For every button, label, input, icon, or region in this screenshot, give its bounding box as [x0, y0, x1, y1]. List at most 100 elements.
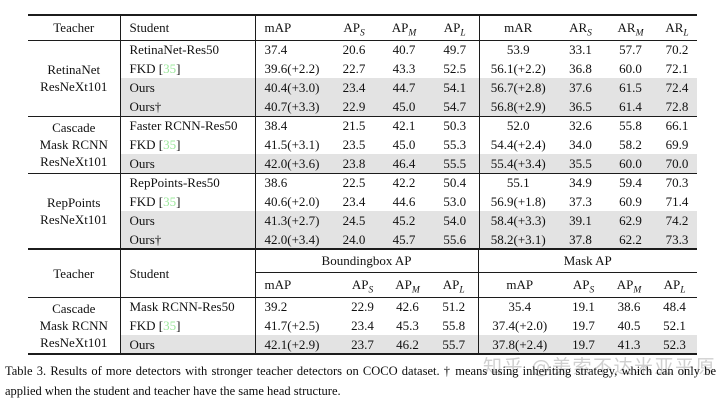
table-row: Ours 40.4(+3.0) 23.4 44.7 54.1 56.7(+2.8) 37.6… [28, 78, 697, 97]
teacher-cell: Cascade Mask RCNN ResNeXt101 [28, 116, 121, 174]
student-cell: Ours† [120, 97, 256, 117]
value-cell: 57.7 [619, 42, 642, 58]
value-cell: 19.7 [561, 335, 606, 355]
value-cell: 55.1 [506, 175, 530, 191]
value-cell: 50.3 [431, 116, 480, 135]
value-cell: 52.1 [663, 318, 686, 333]
value-cell: 23.4 [342, 194, 366, 209]
col-header-teacher: Teacher [28, 250, 121, 298]
col-header-ap-s: APS [331, 15, 377, 41]
value-cell: 32.6 [569, 118, 592, 134]
value-cell: 61.5 [604, 78, 657, 97]
value-cell: 40.5 [617, 318, 641, 333]
col-header-mask-map: mAP [478, 272, 561, 298]
table2-subheader-row: mAP APS APM APL mAP APS APM APL [28, 272, 698, 298]
value-cell: 44.7 [377, 78, 431, 97]
col-header-mask-ap-m: APM [606, 272, 652, 298]
table-row: FKD [35] 41.5(+3.1) 23.5 45.0 55.3 54.4(+2.4)… [28, 135, 697, 154]
value-cell: 40.4(+3.0) [255, 78, 331, 97]
student-cell: Ours† [120, 230, 256, 250]
value-cell: 24.0 [331, 230, 377, 250]
value-cell: 33.1 [569, 42, 592, 58]
value-cell: 61.4 [604, 97, 657, 117]
student-cell: Mask RCNN-Res50 [120, 297, 256, 316]
value-cell: 55.5 [431, 154, 480, 174]
col-header-bbox-ap-m: APM [385, 272, 430, 298]
table-row: FKD [35] 39.6(+2.2) 22.7 43.3 52.5 56.1(+2.2)… [28, 59, 697, 78]
value-cell: 58.4(+3.3) [479, 211, 557, 230]
value-cell: 72.4 [657, 78, 697, 97]
value-cell: 70.3 [665, 175, 689, 191]
citation-link[interactable]: 35 [163, 318, 177, 333]
value-cell: 22.9 [351, 299, 374, 315]
value-cell: 41.5(+3.1) [264, 137, 320, 152]
value-cell: 22.9 [331, 97, 377, 117]
value-cell: 37.8(+2.4) [478, 335, 561, 355]
table-row: Ours 41.3(+2.7) 24.5 45.2 54.0 58.4(+3.3) 39.1… [28, 211, 697, 230]
table-row: Ours† 42.0(+3.4) 24.0 45.7 55.6 58.2(+3.1) 37.… [28, 230, 697, 250]
value-cell: 54.4(+2.4) [490, 137, 546, 152]
value-cell: 34.0 [569, 137, 592, 152]
value-cell: 20.6 [342, 42, 366, 58]
value-cell: 53.0 [431, 192, 480, 211]
citation-link[interactable]: 35 [163, 137, 177, 152]
value-cell: 40.7(+3.3) [255, 97, 331, 117]
table-row: Ours 42.0(+3.6) 23.8 46.4 55.5 55.4(+3.4) 35.5… [28, 154, 697, 174]
value-cell: 23.5 [342, 137, 366, 152]
student-cell: FKD [35] [120, 192, 256, 211]
value-cell: 60.0 [619, 61, 642, 76]
table1-header-row: Teacher Student mAP APS APM APL mAR ARS … [28, 15, 697, 41]
value-cell: 23.4 [331, 78, 377, 97]
value-cell: 56.1(+2.2) [490, 61, 546, 76]
value-cell: 42.0(+3.4) [255, 230, 331, 250]
table2-header: Teacher Student Boundingbox AP Mask AP m… [28, 250, 698, 298]
value-cell: 22.5 [342, 175, 366, 191]
value-cell: 52.0 [506, 118, 530, 134]
value-cell: 40.7 [392, 42, 416, 58]
value-cell: 38.4 [264, 118, 288, 134]
value-cell: 55.8 [430, 316, 479, 335]
table1-body: RetinaNet ResNeXt101 RetinaNet-Res50 37.4 20… [28, 40, 697, 250]
value-cell: 55.4(+3.4) [479, 154, 557, 174]
value-cell: 22.7 [342, 61, 366, 76]
value-cell: 62.9 [604, 211, 657, 230]
col-header-ar-s: ARS [557, 15, 604, 41]
col-header-student: Student [120, 250, 256, 298]
student-cell: Ours [120, 154, 256, 174]
value-cell: 72.1 [665, 61, 689, 76]
value-cell: 23.8 [331, 154, 377, 174]
value-cell: 37.8 [557, 230, 604, 250]
value-cell: 66.1 [665, 118, 689, 134]
table2-body: Cascade Mask RCNN ResNeXt101 Mask RCNN-Res5… [28, 297, 698, 355]
col-header-student: Student [120, 15, 256, 41]
value-cell: 34.9 [569, 175, 592, 191]
value-cell: 60.9 [619, 194, 642, 209]
student-cell: Ours [120, 211, 256, 230]
value-cell: 42.0(+3.6) [255, 154, 331, 174]
value-cell: 37.6 [557, 78, 604, 97]
value-cell: 52.3 [652, 335, 698, 355]
col-header-teacher: Teacher [28, 15, 121, 41]
student-cell: FKD [35] [120, 59, 256, 78]
value-cell: 70.0 [657, 154, 697, 174]
teacher-cell: RepPoints ResNeXt101 [28, 173, 121, 250]
value-cell: 19.7 [572, 318, 595, 333]
citation-link[interactable]: 35 [163, 194, 177, 209]
value-cell: 45.0 [377, 97, 431, 117]
value-cell: 51.2 [430, 297, 479, 316]
citation-link[interactable]: 35 [163, 61, 177, 76]
value-cell: 35.4 [508, 299, 532, 315]
col-header-mar: mAR [479, 15, 557, 41]
value-cell: 24.5 [331, 211, 377, 230]
value-cell: 54.7 [431, 97, 480, 117]
results-table-segmentation: Teacher Student Boundingbox AP Mask AP m… [28, 250, 698, 355]
value-cell: 56.9(+1.8) [490, 194, 546, 209]
table-row: Cascade Mask RCNN ResNeXt101 Faster RCNN-Re… [28, 116, 697, 174]
value-cell: 55.7 [430, 335, 479, 355]
value-cell: 39.6(+2.2) [264, 61, 320, 76]
table-row: RetinaNet ResNeXt101 RetinaNet-Res50 37.4 20… [28, 40, 697, 117]
results-table-detection: Teacher Student mAP APS APM APL mAR ARS … [28, 14, 697, 250]
teacher-cell: RetinaNet ResNeXt101 [28, 40, 121, 117]
value-cell: 73.3 [657, 230, 697, 250]
value-cell: 70.2 [665, 42, 689, 58]
